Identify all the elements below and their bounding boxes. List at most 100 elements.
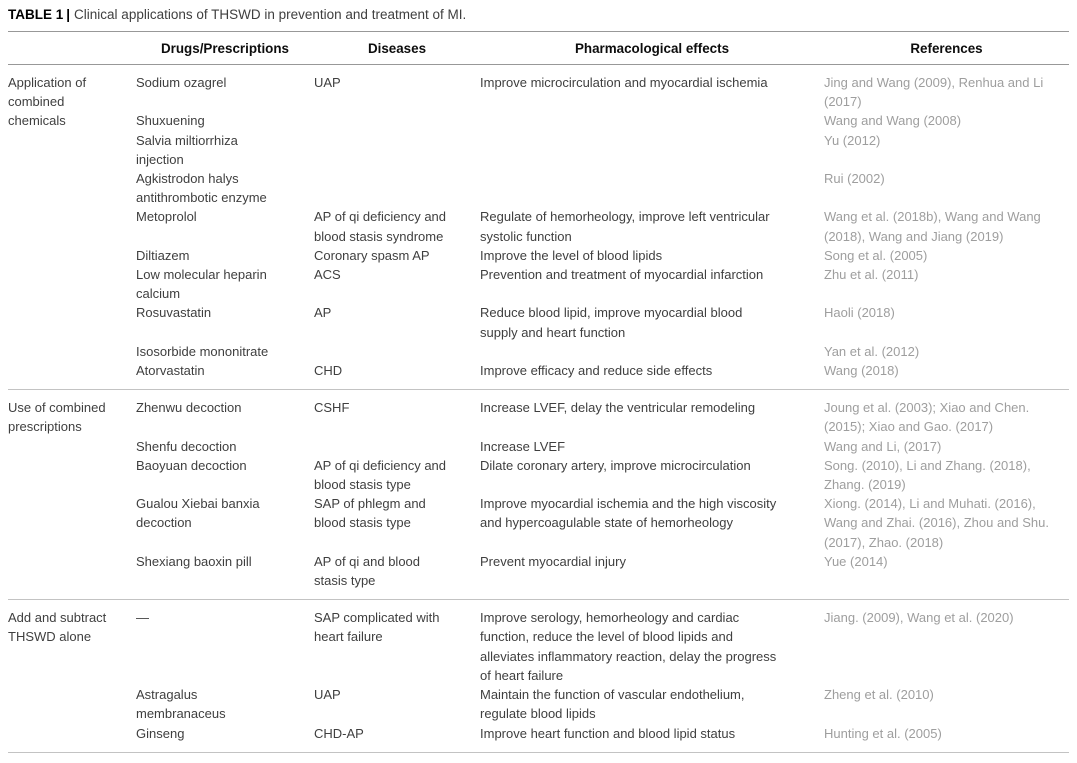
drug-cell: Metoprolol (136, 209, 197, 225)
column-header-drugs-prescriptions: Drugs/Prescriptions (136, 31, 314, 65)
drug-cell: Shenfu decoction (136, 438, 237, 454)
effects-cell (480, 111, 824, 130)
references-cell: Wang (2018) (824, 363, 899, 379)
table-row: Salvia miltiorrhiza injection Yu (2012) (8, 131, 1069, 169)
table-caption-text: Clinical applications of THSWD in preven… (74, 7, 467, 22)
drug-cell: Astragalus membranaceus (136, 687, 226, 722)
table-row: Gualou Xiebai banxia decoction SAP of phl… (8, 494, 1069, 552)
disease-cell: Coronary spasm AP (314, 247, 430, 263)
table-row: Ginseng CHD-AP Improve heart function and … (8, 724, 1069, 753)
effects-cell: Improve serology, hemorheology and cardi… (480, 610, 777, 683)
disease-cell (314, 111, 480, 130)
table-caption-label: TABLE 1 (8, 7, 64, 22)
references-cell: Jiang. (2009), Wang et al. (2020) (824, 610, 1014, 626)
disease-cell (314, 437, 480, 456)
disease-cell: UAP (314, 75, 341, 90)
table-row: Astragalus membranaceus UAP Maintain the f… (8, 685, 1069, 723)
group-label-cell: Application of combined chemicals (8, 75, 87, 129)
references-cell: Jing and Wang (2009), Renhua and Li (201… (824, 75, 1044, 110)
disease-cell: AP of qi and blood stasis type (314, 553, 421, 589)
drug-cell: Isosorbide mononitrate (136, 343, 269, 359)
disease-cell: AP (314, 305, 332, 321)
disease-cell: AP of qi deficiency and blood stasis typ… (314, 457, 447, 493)
effects-cell: Improve heart function and blood lipid s… (480, 725, 736, 741)
disease-cell: CSHF (314, 400, 350, 416)
references-cell: Rui (2002) (824, 171, 885, 187)
effects-cell (480, 342, 824, 361)
references-cell: Wang and Wang (2008) (824, 113, 962, 129)
disease-cell: CHD (314, 363, 343, 379)
effects-cell: Regulate of hemorheology, improve left v… (480, 209, 770, 244)
table-row: Rosuvastatin AP Reduce blood lipid, improv… (8, 303, 1069, 341)
table-row: Diltiazem Coronary spasm AP Improve the le… (8, 246, 1069, 265)
drug-cell: Shuxuening (136, 113, 205, 129)
disease-cell: CHD-AP (314, 725, 364, 741)
column-header-references: References (824, 31, 1069, 65)
table-row: Shuxuening Wang and Wang (2008) (8, 111, 1069, 130)
effects-cell: Prevention and treatment of myocardial i… (480, 267, 764, 283)
references-cell: Yue (2014) (824, 553, 888, 569)
effects-cell: Dilate coronary artery, improve microcir… (480, 457, 751, 473)
table-header: Drugs/Prescriptions Diseases Pharmacologic… (8, 31, 1069, 65)
disease-cell (314, 169, 480, 207)
disease-cell: SAP of phlegm and blood stasis type (314, 496, 426, 531)
drug-cell: Baoyuan decoction (136, 457, 247, 473)
references-cell: Hunting et al. (2005) (824, 725, 942, 741)
references-cell: Zheng et al. (2010) (824, 687, 934, 703)
effects-cell: Increase LVEF (480, 438, 566, 454)
drug-cell: — (136, 610, 149, 626)
table-row: Isosorbide mononitrate Yan et al. (2012) (8, 342, 1069, 361)
effects-cell: Improve myocardial ischemia and the high… (480, 496, 777, 531)
drug-cell: Salvia miltiorrhiza injection (136, 132, 238, 167)
column-header-diseases: Diseases (314, 31, 480, 65)
table-row: Add and subtract THSWD alone — SAP complic… (8, 600, 1069, 685)
drug-cell: Gualou Xiebai banxia decoction (136, 496, 260, 531)
references-cell: Song. (2010), Li and Zhang. (2018), Zhan… (824, 457, 1031, 493)
references-cell: Xiong. (2014), Li and Muhati. (2016), Wa… (824, 496, 1049, 550)
drug-cell: Low molecular heparin calcium (136, 267, 267, 302)
drug-cell: Sodium ozagrel (136, 75, 227, 90)
references-cell: Wang and Li, (2017) (824, 438, 942, 454)
drug-cell: Ginseng (136, 725, 185, 741)
table-row: Use of combined prescriptions Zhenwu deco… (8, 390, 1069, 437)
table-caption: TABLE 1 | Clinical applications of THSWD i… (8, 6, 1069, 24)
disease-cell (314, 342, 480, 361)
table-header-row: Drugs/Prescriptions Diseases Pharmacologic… (8, 31, 1069, 65)
disease-cell: UAP (314, 687, 341, 703)
clinical-applications-table: Drugs/Prescriptions Diseases Pharmacologic… (8, 31, 1069, 753)
drug-cell: Zhenwu decoction (136, 400, 242, 416)
drug-cell: Rosuvastatin (136, 305, 212, 321)
drug-cell: Agkistrodon halys antithrombotic enzyme (136, 171, 267, 206)
effects-cell: Maintain the function of vascular endoth… (480, 687, 745, 722)
effects-cell: Improve the level of blood lipids (480, 247, 663, 263)
effects-cell (480, 131, 824, 169)
references-cell: Haoli (2018) (824, 305, 895, 321)
table-group-2: Add and subtract THSWD alone — SAP complic… (8, 599, 1069, 753)
references-cell: Zhu et al. (2011) (824, 267, 919, 283)
table-row: Agkistrodon halys antithrombotic enzyme R… (8, 169, 1069, 207)
disease-cell (314, 131, 480, 169)
effects-cell: Improve efficacy and reduce side effects (480, 363, 713, 379)
group-label-cell: Add and subtract THSWD alone (8, 610, 107, 645)
column-header-pharmacological-effects: Pharmacological effects (480, 31, 824, 65)
effects-cell: Reduce blood lipid, improve myocardial b… (480, 305, 743, 340)
disease-cell: ACS (314, 267, 341, 283)
references-cell: Joung et al. (2003); Xiao and Chen. (201… (824, 400, 1030, 435)
table-row: Baoyuan decoction AP of qi deficiency and… (8, 456, 1069, 494)
effects-cell: Increase LVEF, delay the ventricular rem… (480, 400, 756, 416)
group-label-cell: Use of combined prescriptions (8, 400, 106, 435)
table-row: Shexiang baoxin pill AP of qi and blood s… (8, 552, 1069, 600)
references-cell: Wang et al. (2018b), Wang and Wang (2018… (824, 209, 1041, 244)
effects-cell: Improve microcirculation and myocardial … (480, 75, 768, 90)
table-row: Metoprolol AP of qi deficiency and blood … (8, 207, 1069, 245)
table-group-1: Use of combined prescriptions Zhenwu deco… (8, 389, 1069, 600)
table-group-0: Application of combined chemicals Sodium … (8, 65, 1069, 390)
table-row: Application of combined chemicals Sodium … (8, 65, 1069, 128)
drug-cell: Diltiazem (136, 247, 190, 263)
table-row: Shenfu decoction Increase LVEF Wang and Li… (8, 437, 1069, 456)
column-header-empty (8, 31, 136, 65)
references-cell: Yu (2012) (824, 132, 881, 148)
disease-cell: SAP complicated with heart failure (314, 610, 440, 645)
effects-cell (480, 169, 824, 207)
